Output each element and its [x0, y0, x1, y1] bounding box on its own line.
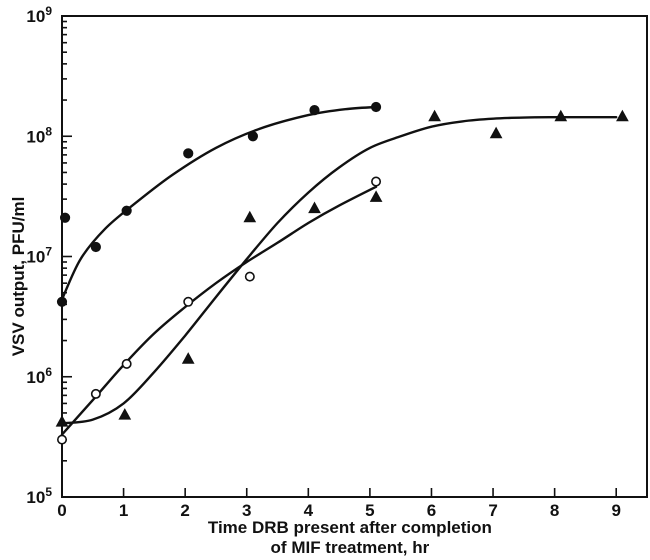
fit-curve-filled-triangle: [60, 115, 618, 425]
x-axis: 0 1 2 3 4 5 6 7 8 9: [57, 488, 621, 520]
x-tick-label: 3: [242, 501, 251, 520]
point-filled-circle: [370, 101, 382, 113]
fit-curve-filled-circle: [60, 105, 378, 301]
x-axis-title-line-2: of MIF treatment, hr: [271, 538, 430, 557]
x-tick-label: 8: [550, 501, 559, 520]
y-tick-label: 107: [26, 245, 52, 267]
data-points: [55, 101, 629, 445]
point-open-circle: [244, 271, 255, 282]
point-filled-triangle: [308, 201, 321, 214]
point-filled-circle: [121, 205, 132, 216]
point-filled-triangle: [616, 109, 629, 122]
point-open-circle: [121, 358, 132, 369]
point-filled-circle: [90, 241, 101, 253]
point-filled-circle: [59, 212, 71, 223]
x-axis-title-line-1: Time DRB present after completion: [208, 518, 492, 537]
y-axis-title: VSV output, PFU/ml: [9, 197, 28, 357]
point-filled-triangle: [243, 210, 257, 223]
x-tick-label: 5: [365, 501, 374, 520]
x-tick-label: 4: [304, 501, 314, 520]
x-tick-label: 7: [488, 501, 497, 520]
y-tick-label: 108: [26, 124, 52, 146]
point-filled-circle: [309, 104, 320, 116]
point-filled-circle: [183, 148, 194, 159]
plot-frame: [61, 15, 648, 498]
point-filled-circle: [247, 131, 258, 142]
x-tick-label: 1: [119, 501, 128, 520]
point-filled-triangle: [369, 190, 383, 202]
y-tick-label: 105: [26, 485, 52, 507]
point-open-circle: [90, 388, 101, 399]
y-tick-label: 106: [26, 365, 52, 387]
fitted-curves: [60, 105, 618, 436]
point-open-circle: [183, 296, 194, 307]
point-filled-triangle: [428, 109, 441, 122]
x-tick-label: 6: [427, 501, 436, 520]
y-tick-label: 109: [26, 4, 52, 26]
point-filled-triangle: [55, 415, 69, 427]
x-tick-label: 9: [611, 501, 620, 520]
point-filled-triangle: [489, 126, 503, 139]
point-filled-triangle: [118, 408, 132, 420]
x-tick-label: 2: [180, 501, 189, 520]
point-filled-triangle: [554, 109, 568, 122]
fit-curve-open-circle: [60, 185, 378, 436]
point-filled-circle: [56, 296, 68, 307]
point-filled-triangle: [181, 352, 195, 364]
plot-area: [61, 15, 648, 498]
x-tick-label: 0: [57, 501, 66, 520]
point-open-circle: [371, 176, 382, 187]
y-axis: 105 106 107 108 109: [26, 4, 72, 507]
point-open-circle: [56, 434, 67, 445]
